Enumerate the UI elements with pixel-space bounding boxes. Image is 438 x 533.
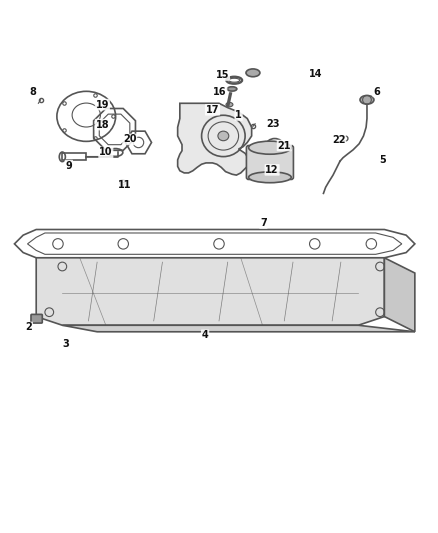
Text: 20: 20	[123, 134, 137, 144]
Text: 14: 14	[309, 69, 322, 79]
Polygon shape	[36, 258, 385, 325]
Text: 19: 19	[95, 100, 109, 110]
Text: 16: 16	[213, 87, 226, 98]
Text: 10: 10	[99, 148, 113, 157]
Text: 21: 21	[278, 141, 291, 150]
Ellipse shape	[360, 95, 374, 104]
Ellipse shape	[246, 69, 260, 77]
Ellipse shape	[249, 172, 291, 183]
Text: 22: 22	[332, 135, 346, 146]
Text: 3: 3	[63, 339, 69, 349]
Text: 11: 11	[118, 180, 132, 190]
Text: 12: 12	[265, 165, 279, 175]
Ellipse shape	[218, 131, 229, 141]
Text: 3: 3	[62, 339, 70, 349]
Text: 8: 8	[30, 87, 37, 98]
Text: 7: 7	[260, 218, 267, 228]
Text: 2: 2	[25, 322, 32, 333]
Text: 9: 9	[65, 160, 72, 171]
Text: 1: 1	[235, 110, 242, 120]
Ellipse shape	[226, 102, 233, 107]
Polygon shape	[178, 103, 252, 175]
FancyBboxPatch shape	[247, 146, 293, 180]
Text: 17: 17	[206, 105, 219, 115]
Text: 18: 18	[95, 119, 109, 130]
Ellipse shape	[249, 141, 291, 154]
Polygon shape	[62, 325, 415, 332]
Text: 23: 23	[267, 119, 280, 129]
Text: 5: 5	[379, 155, 385, 165]
Text: 4: 4	[201, 330, 208, 340]
Text: 6: 6	[373, 86, 380, 96]
Text: 15: 15	[216, 70, 229, 80]
Ellipse shape	[227, 87, 237, 91]
Polygon shape	[385, 258, 415, 332]
FancyBboxPatch shape	[31, 314, 42, 323]
